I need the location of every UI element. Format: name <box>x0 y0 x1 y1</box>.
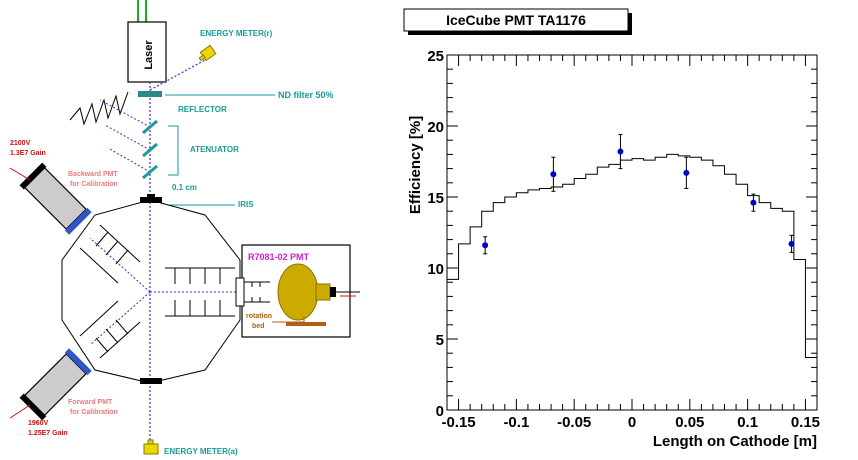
rotation-bed-label: bed <box>252 323 264 330</box>
y-tick-label: 5 <box>436 332 444 349</box>
point-marker <box>683 169 690 176</box>
y-tick-label: 25 <box>427 48 444 65</box>
iris-size-label: 0.1 cm <box>172 183 197 192</box>
data-points <box>482 134 795 255</box>
energy-meter-r-label: ENERGY METER(r) <box>200 29 273 38</box>
atenuator-label: ATENUATOR <box>190 145 239 154</box>
energy-meter-a-icon <box>143 439 159 455</box>
x-axis-label: Length on Cathode [m] <box>653 433 817 450</box>
point-marker <box>617 148 624 155</box>
laser-label: Laser <box>143 40 155 70</box>
y-axis-label: Efficiency [%] <box>407 116 424 214</box>
point-marker <box>750 199 757 206</box>
forward-pmt <box>19 348 92 421</box>
x-tick-label: -0.1 <box>503 414 529 431</box>
backward-gain-label: 1.3E7 Gain <box>10 150 46 157</box>
forward-voltage-label: 1960V <box>28 420 49 427</box>
y-tick-label: 10 <box>427 261 444 278</box>
point-marker <box>550 171 557 178</box>
reflector-label: REFLECTOR <box>178 105 227 114</box>
data-point <box>482 236 489 255</box>
y-tick-label: 20 <box>427 119 444 136</box>
setup-diagram: Laser ENERGY METER(r) ND filter 50% REFL… <box>9 0 360 456</box>
forward-pmt-label-2: for Calibration <box>70 409 118 416</box>
x-axis: -0.15 -0.1 -0.05 0 0.05 0.1 0.15 <box>441 55 820 431</box>
backward-pmt-label: Backward PMT <box>68 171 119 178</box>
data-point <box>617 134 624 170</box>
x-tick-label: 0.1 <box>737 414 758 431</box>
y-axis: 0 5 10 15 20 25 <box>427 48 817 420</box>
data-point <box>683 156 690 189</box>
y-tick-label: 0 <box>436 403 444 420</box>
test-pmt-label: R7081-02 PMT <box>248 252 310 262</box>
backward-pmt-label-2: for Calibration <box>70 181 118 188</box>
x-tick-label: 0 <box>628 414 636 431</box>
point-marker <box>482 242 489 249</box>
data-point <box>788 234 795 253</box>
iris-label: IRIS <box>238 200 254 209</box>
laser-box <box>127 21 167 83</box>
backward-voltage-label: 2100V <box>10 140 31 147</box>
x-tick-label: 0.05 <box>675 414 704 431</box>
forward-pmt-label: Forward PMT <box>68 399 113 406</box>
nd-filter-label: ND filter 50% <box>278 90 334 100</box>
data-point <box>750 193 757 212</box>
x-tick-label: -0.05 <box>557 414 591 431</box>
x-tick-label: -0.15 <box>441 414 475 431</box>
x-tick-label: 0.15 <box>791 414 820 431</box>
test-pmt-cathode <box>277 263 319 321</box>
point-marker <box>788 240 795 247</box>
forward-gain-label: 1.25E7 Gain <box>28 430 68 437</box>
nd-filter <box>138 91 162 97</box>
data-point <box>550 156 557 192</box>
y-tick-label: 15 <box>427 190 444 207</box>
chart-title: IceCube PMT TA1176 <box>446 12 586 28</box>
energy-meter-r-icon <box>198 44 217 62</box>
backward-pmt <box>19 162 92 235</box>
rotation-label: rotation <box>246 313 272 320</box>
energy-meter-a-label: ENERGY METER(a) <box>164 447 238 456</box>
